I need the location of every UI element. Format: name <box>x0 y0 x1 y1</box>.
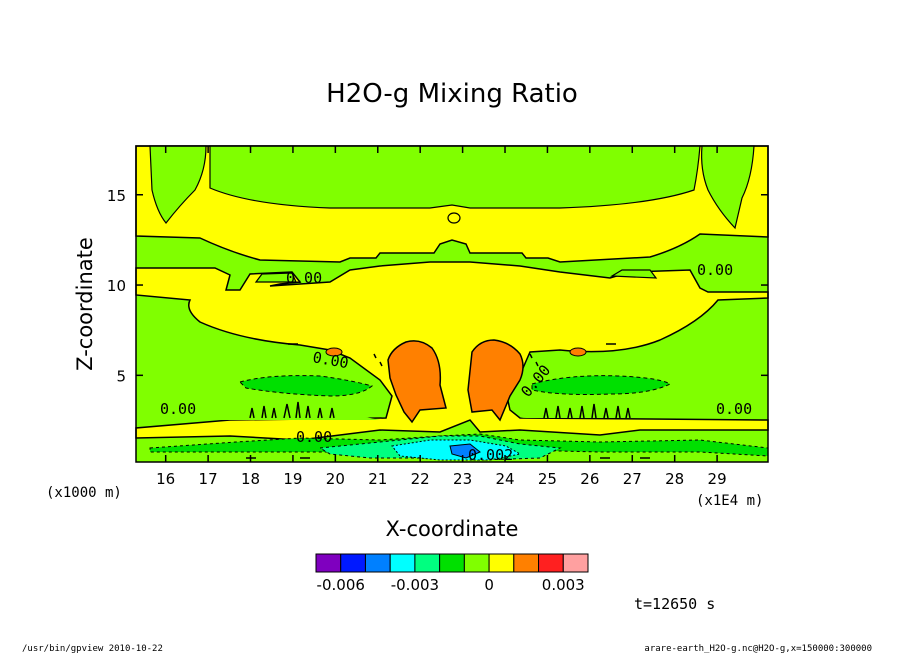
x-tick-label: 18 <box>241 470 260 488</box>
colorbar-label: 0.003 <box>542 576 585 594</box>
contour-region-small-cell <box>447 212 461 224</box>
contour-region-right-layer <box>531 375 672 395</box>
x-axis-label: X-coordinate <box>386 517 519 541</box>
colorbar-swatch <box>315 553 342 573</box>
colorbar: -0.006 -0.003 0 0.003 <box>315 553 589 594</box>
contour-label: 0.00 <box>160 400 196 418</box>
x-tick-label: 20 <box>326 470 345 488</box>
contour-label: 0.002 <box>468 446 513 464</box>
contour-label: 0.00 <box>296 428 332 446</box>
contour-label: 0.00 <box>311 348 350 372</box>
contour-region-right-core <box>467 339 524 422</box>
contour-region-left-layer <box>239 375 374 397</box>
contour-label: 0.00 <box>697 261 733 279</box>
y-multiplier: (x1000 m) <box>46 485 122 501</box>
x-tick-label: 26 <box>580 470 599 488</box>
footer-right: arare-earth_H2O-g.nc@H2O-g,x=150000:3000… <box>644 644 872 654</box>
chart-title: H2O-g Mixing Ratio <box>326 79 578 109</box>
colorbar-swatch <box>463 553 490 573</box>
y-tick-label: 10 <box>107 277 126 295</box>
colorbar-swatch <box>340 553 366 573</box>
colorbar-swatch <box>562 553 589 573</box>
y-tick-label: 5 <box>116 367 126 385</box>
y-axis: 5 10 15 <box>107 187 768 385</box>
x-tick-label: 25 <box>538 470 557 488</box>
colorbar-swatch <box>488 553 515 573</box>
x-tick-label: 22 <box>411 470 430 488</box>
plot-frame <box>135 145 769 463</box>
contour-region-left-core <box>387 340 447 424</box>
x-axis: 16 17 18 19 20 21 22 23 24 25 26 27 28 29 <box>156 146 727 488</box>
colorbar-swatch <box>389 553 416 573</box>
x-tick-label: 19 <box>283 470 302 488</box>
contour-region-left-notch <box>254 272 297 283</box>
x-tick-label: 29 <box>708 470 727 488</box>
colorbar-label: 0 <box>484 576 494 594</box>
x-tick-label: 24 <box>495 470 514 488</box>
colorbar-swatch <box>538 553 564 573</box>
x-tick-label: 28 <box>665 470 684 488</box>
colorbar-swatch <box>513 553 540 573</box>
colorbar-swatch <box>414 553 441 573</box>
y-tick-label: 15 <box>107 187 126 205</box>
x-multiplier: (x1E4 m) <box>696 493 763 509</box>
contour-region-right-notch <box>609 269 658 279</box>
contour-region-main-plume <box>135 261 769 441</box>
contour-region-right-layer-edge <box>520 398 768 418</box>
colorbar-label: -0.003 <box>391 576 439 594</box>
footer-left: /usr/bin/gpview 2010-10-22 <box>22 644 163 654</box>
contour-label: 0.00 <box>286 269 322 287</box>
contour-region-upper-left-pocket <box>149 145 207 224</box>
colorbar-swatch <box>439 553 465 573</box>
contour-region-upper-middle-pocket <box>209 145 701 209</box>
x-tick-label: 16 <box>156 470 175 488</box>
contour-region-right-core-cell <box>569 347 587 357</box>
x-tick-label: 23 <box>453 470 472 488</box>
contour-region-blue-core <box>449 443 481 459</box>
time-annotation: t=12650 s <box>634 595 715 613</box>
colorbar-swatch <box>364 553 391 573</box>
x-tick-label: 21 <box>368 470 387 488</box>
contour-region-left-core-cell <box>325 347 343 357</box>
contour-label: 0.00 <box>716 400 752 418</box>
colorbar-label: -0.006 <box>317 576 365 594</box>
x-tick-label: 17 <box>199 470 218 488</box>
y-axis-label: Z-coordinate <box>73 237 97 371</box>
x-tick-label: 27 <box>623 470 642 488</box>
contour-region-upper-right-pocket <box>701 145 755 230</box>
plot-area: 0.00 0.00 0.00 0.00 0.00 0.00 0.00 0.002 <box>135 145 769 464</box>
